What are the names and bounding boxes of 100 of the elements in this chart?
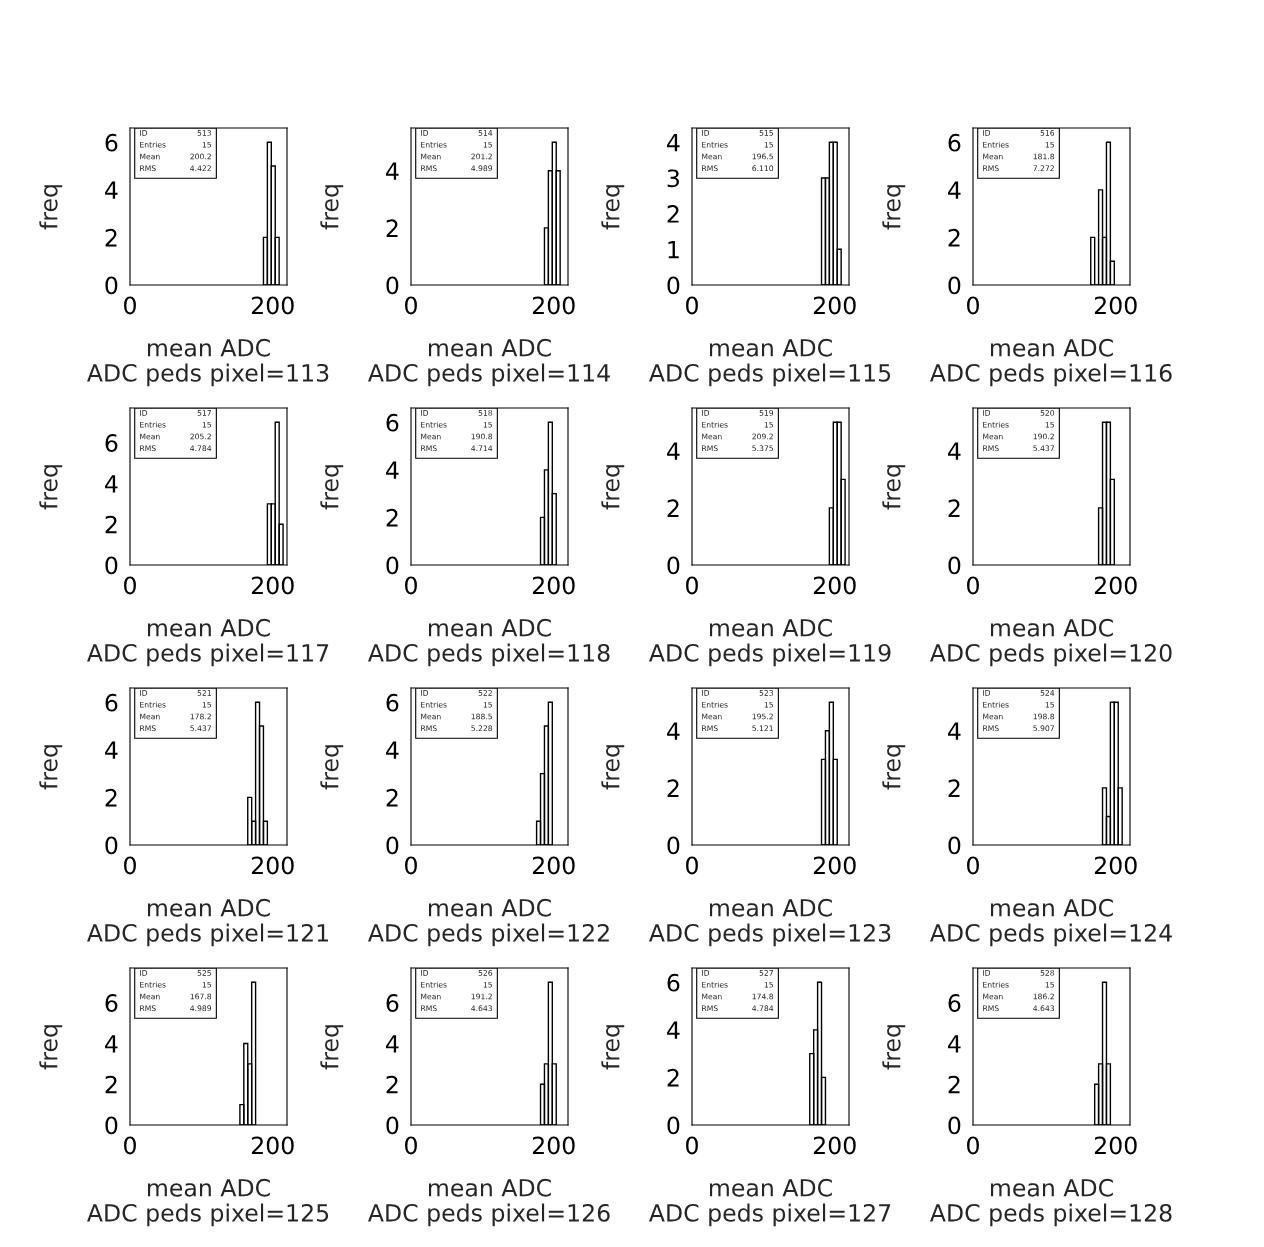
y-tick-label: 6 bbox=[386, 693, 399, 712]
x-tick-label: 200 bbox=[1094, 296, 1137, 315]
y-tick-label: 4 bbox=[948, 442, 961, 460]
y-tick-label: 0 bbox=[948, 556, 961, 575]
x-tick-label: 0 bbox=[686, 1136, 698, 1155]
y-tick-label: 0 bbox=[667, 836, 680, 855]
y-tick-label: 6 bbox=[105, 133, 118, 152]
y-tick-label: 2 bbox=[105, 228, 117, 247]
x-axis-title: mean ADC bbox=[991, 898, 1113, 917]
x-tick-label: 0 bbox=[967, 576, 979, 595]
y-tick-label: 0 bbox=[386, 556, 399, 575]
y-tick-label: 2 bbox=[105, 515, 117, 534]
y-axis-title: freq bbox=[882, 465, 906, 510]
text: ADC peds pixel=125 bbox=[87, 1203, 329, 1227]
text: ADC peds pixel=120 bbox=[930, 643, 1172, 667]
x-tick-label: 200 bbox=[813, 856, 856, 875]
x-tick-label: 0 bbox=[405, 296, 417, 315]
text: ADC peds pixel=117 bbox=[87, 643, 329, 667]
y-tick-label: 4 bbox=[105, 181, 118, 199]
x-axis-title: mean ADC bbox=[429, 618, 551, 637]
y-tick-label: 0 bbox=[667, 276, 680, 295]
y-tick-label: 6 bbox=[105, 434, 118, 452]
x-tick-label: 200 bbox=[813, 576, 856, 595]
y-tick-label: 0 bbox=[105, 1116, 118, 1135]
y-axis-title: freq bbox=[601, 1025, 625, 1070]
x-tick-label: 0 bbox=[967, 1136, 979, 1155]
y-tick-label: 2 bbox=[667, 205, 679, 223]
y-tick-label: 2 bbox=[105, 1075, 117, 1094]
x-axis-title: mean ADC bbox=[710, 1178, 832, 1197]
y-tick-label: 2 bbox=[948, 499, 960, 517]
y-tick-label: 6 bbox=[667, 973, 680, 992]
y-tick-label: 6 bbox=[386, 994, 399, 1012]
y-axis-title: freq bbox=[39, 745, 63, 790]
x-tick-label: 0 bbox=[967, 856, 979, 875]
y-tick-label: 2 bbox=[386, 508, 398, 527]
x-axis-title: mean ADC bbox=[710, 618, 832, 637]
x-tick-label: 200 bbox=[813, 296, 856, 315]
y-tick-label: 0 bbox=[948, 1116, 961, 1135]
y-tick-label: 0 bbox=[667, 1116, 680, 1135]
text: ADC peds pixel=126 bbox=[368, 1203, 610, 1227]
x-axis-title: mean ADC bbox=[429, 898, 551, 917]
y-tick-label: 0 bbox=[105, 276, 118, 295]
y-tick-label: 0 bbox=[105, 556, 118, 575]
x-tick-label: 0 bbox=[124, 1136, 136, 1155]
text: ADC peds pixel=115 bbox=[649, 363, 891, 387]
y-tick-label: 6 bbox=[948, 994, 961, 1012]
x-axis-title: mean ADC bbox=[148, 898, 270, 917]
x-axis-title: mean ADC bbox=[148, 338, 270, 357]
x-tick-label: 0 bbox=[124, 296, 136, 315]
y-tick-label: 4 bbox=[105, 1035, 118, 1053]
x-tick-label: 0 bbox=[686, 856, 698, 875]
y-axis-title: freq bbox=[882, 185, 906, 230]
y-tick-label: 2 bbox=[105, 788, 117, 807]
x-tick-label: 200 bbox=[532, 1136, 575, 1155]
y-tick-label: 0 bbox=[386, 276, 399, 295]
text: ADC peds pixel=116 bbox=[930, 363, 1172, 387]
y-axis-title: freq bbox=[601, 465, 625, 510]
y-tick-label: 4 bbox=[667, 134, 680, 152]
y-tick-label: 4 bbox=[105, 475, 118, 493]
text: ADC peds pixel=122 bbox=[368, 923, 609, 947]
x-axis-title: mean ADC bbox=[148, 618, 270, 637]
y-tick-label: 4 bbox=[386, 741, 399, 759]
y-tick-label: 0 bbox=[948, 276, 961, 295]
x-axis-title: mean ADC bbox=[429, 1178, 551, 1197]
y-tick-label: 6 bbox=[105, 693, 118, 712]
x-tick-label: 200 bbox=[251, 1136, 294, 1155]
text: ADC peds pixel=123 bbox=[649, 923, 891, 947]
y-axis-title: freq bbox=[320, 1025, 344, 1070]
y-tick-label: 1 bbox=[668, 241, 679, 259]
y-tick-label: 2 bbox=[386, 1075, 398, 1094]
x-tick-label: 0 bbox=[124, 856, 136, 875]
text: ADC peds pixel=128 bbox=[930, 1203, 1172, 1227]
y-tick-label: 0 bbox=[386, 836, 399, 855]
y-axis-title: freq bbox=[882, 745, 906, 790]
y-tick-label: 6 bbox=[105, 994, 118, 1012]
y-tick-label: 0 bbox=[667, 556, 680, 575]
y-tick-label: 4 bbox=[105, 741, 118, 759]
y-tick-label: 4 bbox=[386, 162, 399, 180]
y-tick-label: 6 bbox=[386, 413, 399, 432]
x-tick-label: 0 bbox=[967, 296, 979, 315]
text: ADC peds pixel=127 bbox=[649, 1203, 891, 1227]
x-tick-label: 200 bbox=[1094, 856, 1137, 875]
y-axis-title: freq bbox=[882, 1025, 906, 1070]
y-axis-title: freq bbox=[39, 1025, 63, 1070]
x-tick-label: 200 bbox=[251, 296, 294, 315]
x-axis-title: mean ADC bbox=[429, 338, 551, 357]
y-axis-title: freq bbox=[601, 185, 625, 230]
y-tick-label: 4 bbox=[667, 722, 680, 740]
y-tick-label: 4 bbox=[386, 1035, 399, 1053]
y-axis-title: freq bbox=[39, 465, 63, 510]
x-axis-title: mean ADC bbox=[710, 338, 832, 357]
x-axis-title: mean ADC bbox=[991, 1178, 1113, 1197]
x-tick-label: 0 bbox=[405, 1136, 417, 1155]
x-tick-label: 200 bbox=[532, 576, 575, 595]
x-axis-title: mean ADC bbox=[991, 618, 1113, 637]
text: ADC peds pixel=118 bbox=[368, 643, 610, 667]
y-tick-label: 2 bbox=[386, 219, 398, 237]
text: ADC peds pixel=114 bbox=[368, 363, 610, 387]
x-tick-label: 200 bbox=[813, 1136, 856, 1155]
y-tick-label: 0 bbox=[948, 836, 961, 855]
